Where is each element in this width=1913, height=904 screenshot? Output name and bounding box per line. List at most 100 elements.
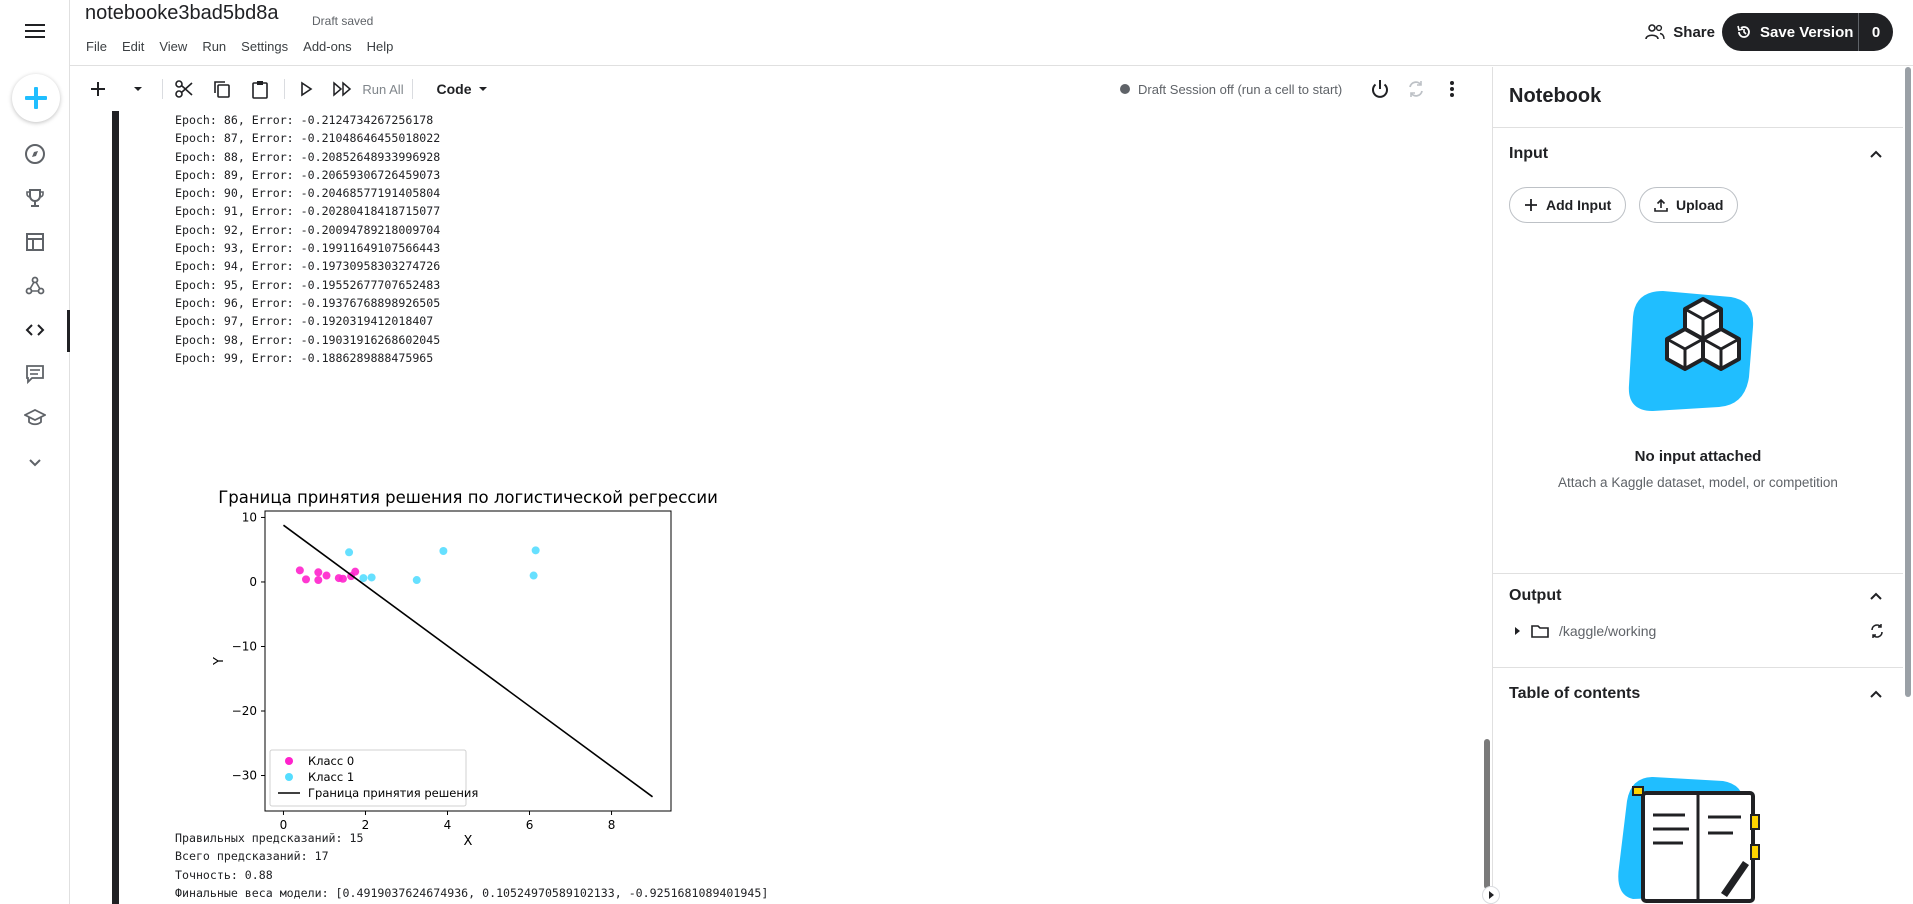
learn-icon[interactable]	[23, 406, 47, 430]
menu-edit[interactable]: Edit	[121, 39, 145, 54]
hamburger-menu-icon[interactable]	[22, 18, 48, 44]
x-tick-label: 0	[280, 818, 288, 832]
restart-icon[interactable]	[1404, 77, 1428, 101]
x-tick-label: 8	[608, 818, 616, 832]
editor-scrollbar[interactable]	[1482, 111, 1492, 904]
caret-right-icon	[1489, 891, 1494, 899]
upload-button[interactable]: Upload	[1639, 187, 1739, 223]
output-folder-row[interactable]: /kaggle/working	[1513, 623, 1885, 639]
menu-add-ons[interactable]: Add-ons	[303, 39, 352, 54]
chart-title: Граница принятия решения по логистическо…	[218, 488, 718, 507]
chevron-down-icon[interactable]	[23, 450, 47, 474]
add-cell-dropdown-icon[interactable]	[126, 77, 150, 101]
result-line: Всего предсказаний: 17	[175, 849, 329, 864]
table-icon[interactable]	[23, 230, 47, 254]
plot-frame	[264, 510, 672, 812]
more-options-icon[interactable]	[1440, 77, 1464, 101]
code-icon[interactable]	[23, 318, 47, 342]
menu-run[interactable]: Run	[202, 39, 227, 54]
add-cell-icon[interactable]	[86, 77, 110, 101]
copy-icon[interactable]	[210, 77, 234, 101]
add-input-button[interactable]: Add Input	[1509, 187, 1627, 223]
x-tick-label: 4	[444, 818, 452, 832]
menu-settings[interactable]: Settings	[241, 39, 289, 54]
notebook-illustration-icon	[1613, 775, 1773, 904]
class-0-point	[322, 571, 331, 580]
class-1-point	[439, 547, 448, 555]
cut-icon[interactable]	[172, 77, 196, 101]
save-version-button[interactable]: Save Version 0	[1722, 13, 1893, 51]
class-0-point	[351, 567, 360, 576]
create-button[interactable]	[12, 74, 60, 122]
paste-icon[interactable]	[248, 77, 272, 101]
notebook-title[interactable]: notebooke3bad5bd8a	[85, 2, 279, 24]
y-tick-label: 10	[242, 510, 257, 524]
input-header-label: Input	[1509, 145, 1549, 162]
refresh-icon[interactable]	[1869, 623, 1885, 639]
menu-bar: File Edit View Run Settings Add-ons Help	[86, 39, 408, 54]
plus-icon	[1525, 199, 1537, 211]
input-section-header[interactable]: Input	[1509, 145, 1883, 163]
class-0-point	[302, 575, 311, 584]
panel-title: Notebook	[1509, 85, 1602, 107]
panel-toggle-button[interactable]	[1482, 886, 1500, 904]
log-line: Epoch: 87, Error: -0.21048646455018022	[175, 131, 441, 146]
divider	[1858, 13, 1859, 51]
class-1-point	[531, 546, 540, 555]
left-nav-rail	[0, 0, 70, 904]
chart-ylabel: Y	[212, 657, 227, 666]
legend-label: Класс 1	[308, 770, 354, 784]
log-line: Epoch: 99, Error: -0.1886289888475965	[175, 350, 434, 365]
y-tick-label: −20	[232, 704, 257, 718]
output-section-header[interactable]: Output	[1509, 587, 1883, 605]
panel-scrollbar[interactable]	[1905, 67, 1911, 697]
y-tick-label: −30	[232, 769, 257, 783]
active-cell-indicator	[112, 111, 119, 904]
folder-icon	[1531, 625, 1549, 638]
plus-icon	[25, 87, 47, 109]
y-tick-label: −10	[232, 639, 257, 653]
power-icon[interactable]	[1368, 77, 1392, 101]
caret-down-icon	[478, 87, 487, 91]
log-line: Epoch: 91, Error: -0.20280418418715077	[175, 204, 441, 219]
run-all-button[interactable]: Run All	[362, 81, 404, 97]
log-line: Epoch: 94, Error: -0.19730958303274726	[175, 259, 441, 274]
log-line: Epoch: 97, Error: -0.1920319412018407	[175, 314, 434, 329]
models-icon[interactable]	[23, 274, 47, 298]
legend-label: Класс 0	[308, 754, 354, 768]
notebook-editor: Epoch: 86, Error: -0.2124734267256178 Epo…	[70, 111, 1492, 904]
menu-help[interactable]: Help	[366, 39, 394, 54]
version-count[interactable]: 0	[1871, 23, 1881, 41]
run-all-icon[interactable]	[330, 77, 356, 101]
class-1-point	[359, 574, 368, 583]
chevron-up-icon	[1870, 592, 1882, 600]
log-line: Epoch: 90, Error: -0.20468577191405804	[175, 186, 441, 201]
cell-output-log: Epoch: 86, Error: -0.2124734267256178 Epo…	[175, 111, 440, 367]
scroll-thumb[interactable]	[1484, 739, 1490, 889]
status-dot-icon	[1120, 84, 1130, 94]
log-line: Epoch: 88, Error: -0.20852648933996928	[175, 149, 441, 164]
x-tick-label: 6	[526, 818, 534, 832]
run-cell-icon[interactable]	[294, 77, 318, 101]
result-line: Правильных предсказаний: 15	[175, 831, 364, 845]
add-input-label: Add Input	[1546, 197, 1612, 213]
class-0-point	[295, 566, 304, 575]
compass-icon[interactable]	[23, 142, 47, 166]
log-line: Epoch: 86, Error: -0.2124734267256178	[175, 113, 434, 127]
trophy-icon[interactable]	[23, 186, 47, 210]
share-button[interactable]: Share	[1645, 18, 1715, 46]
cell-type-select[interactable]: Code	[430, 77, 494, 101]
menu-view[interactable]: View	[159, 39, 188, 54]
decision-boundary-line	[282, 524, 654, 798]
menu-file[interactable]: File	[86, 39, 107, 54]
history-icon	[1737, 25, 1750, 38]
caret-right-icon[interactable]	[1513, 626, 1521, 636]
discussion-icon[interactable]	[23, 362, 47, 386]
class-0-point	[314, 576, 323, 585]
log-line: Epoch: 89, Error: -0.20659306726459073	[175, 167, 441, 182]
class-1-point	[412, 576, 421, 585]
result-line: Точность: 0.88	[175, 867, 273, 882]
toc-section-header[interactable]: Table of contents	[1509, 685, 1883, 703]
class-1-point	[345, 548, 354, 557]
log-line: Epoch: 92, Error: -0.20094789218009704	[175, 222, 441, 237]
